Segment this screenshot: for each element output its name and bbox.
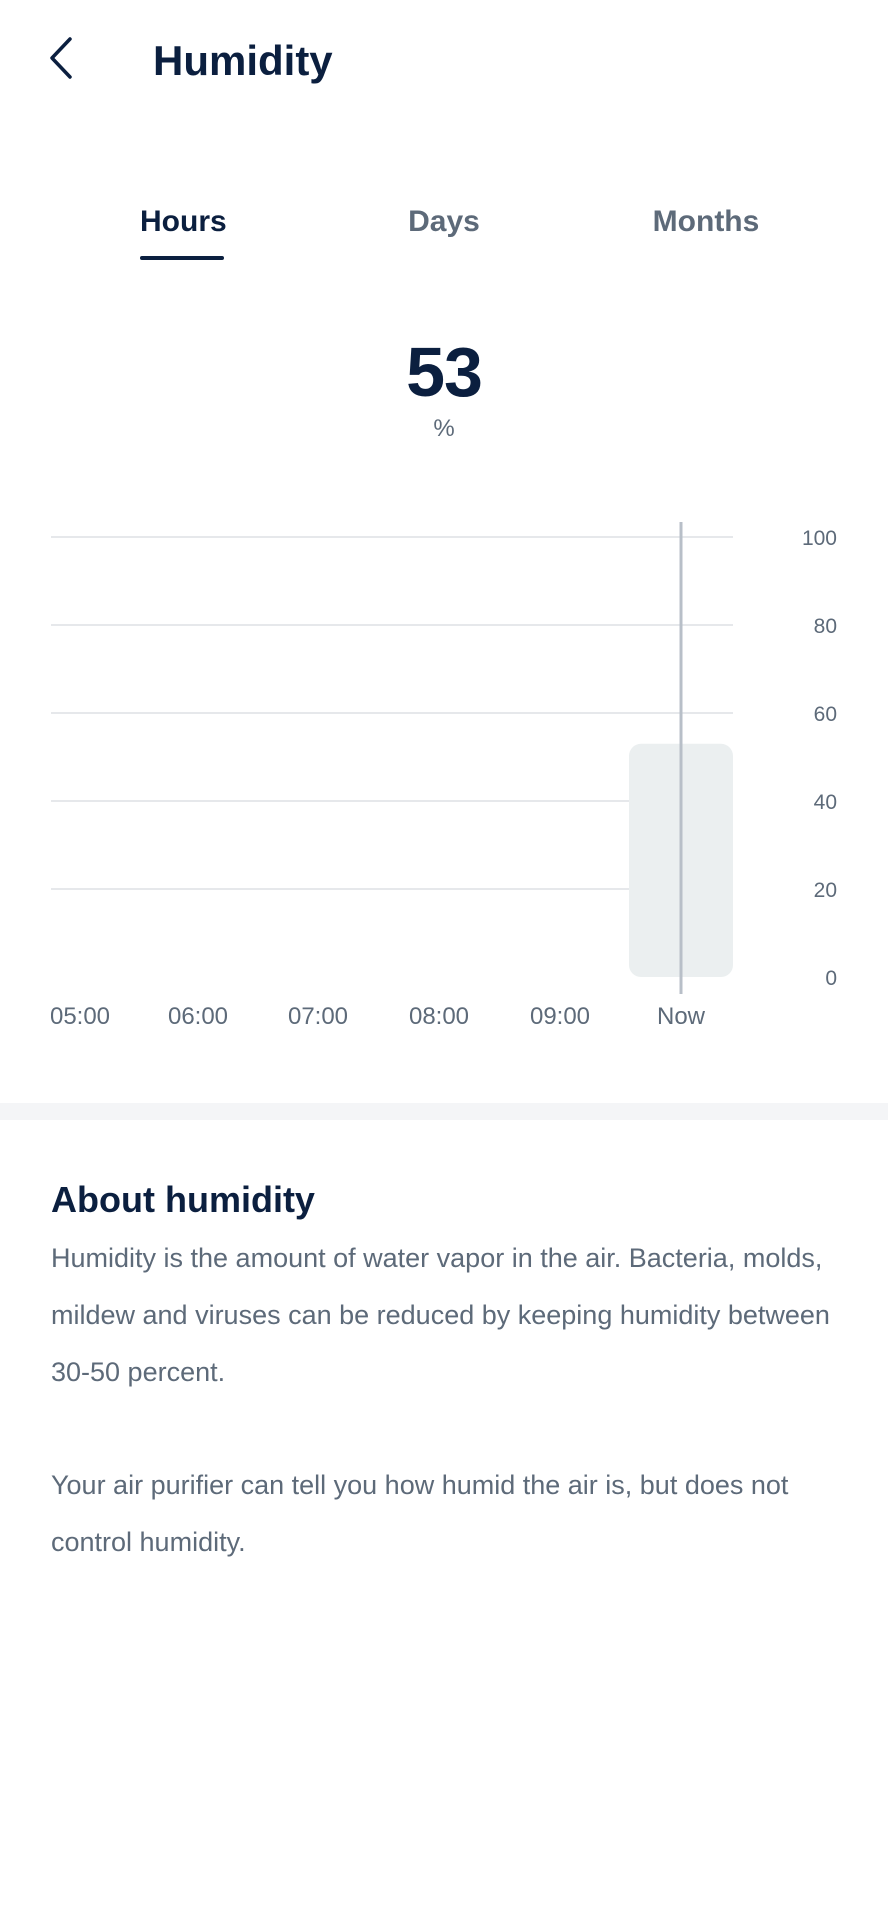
about-title: About humidity bbox=[51, 1179, 315, 1220]
tab-hours[interactable]: Hours bbox=[140, 190, 227, 270]
current-unit: % bbox=[433, 415, 455, 442]
y-tick-label: 40 bbox=[814, 791, 837, 814]
y-tick-label: 80 bbox=[814, 615, 837, 638]
tab-months[interactable]: Months bbox=[650, 190, 762, 270]
tab-label: Hours bbox=[140, 205, 227, 238]
x-tick-label: 08:00 bbox=[409, 1003, 469, 1030]
x-tick-label: 09:00 bbox=[530, 1003, 590, 1030]
x-tick-label: 07:00 bbox=[288, 1003, 348, 1030]
tab-label: Months bbox=[652, 205, 760, 238]
back-button[interactable] bbox=[30, 28, 90, 88]
chart-svg: 0 20 40 60 80 100 05:00 06:00 07:00 08:00 09:00 Now bbox=[50, 522, 837, 1030]
about-paragraph-2: Your air purifier can tell you how humid… bbox=[51, 1470, 789, 1557]
page-title: Humidity bbox=[153, 37, 333, 84]
x-tick-label: 06:00 bbox=[168, 1003, 228, 1030]
humidity-chart[interactable]: 0 20 40 60 80 100 05:00 06:00 07:00 08:00 09:00 Now bbox=[0, 500, 888, 1040]
about-paragraph-1: Humidity is the amount of water vapor in… bbox=[51, 1243, 830, 1387]
section-divider bbox=[0, 1103, 888, 1120]
x-tick-label: Now bbox=[657, 1003, 706, 1030]
active-tab-indicator bbox=[140, 256, 224, 260]
time-range-tabs: Hours Days Months bbox=[0, 190, 888, 280]
y-tick-label: 20 bbox=[814, 879, 837, 902]
tab-days[interactable]: Days bbox=[400, 190, 488, 270]
tab-label: Days bbox=[408, 205, 480, 238]
about-section: About humidity Humidity is the amount of… bbox=[51, 1170, 851, 1571]
y-tick-label: 100 bbox=[802, 527, 837, 550]
y-tick-label: 60 bbox=[814, 703, 837, 726]
app-header: Humidity bbox=[0, 0, 888, 130]
x-tick-label: 05:00 bbox=[50, 1003, 110, 1030]
y-tick-label: 0 bbox=[825, 967, 837, 990]
current-value: 53 bbox=[406, 333, 483, 411]
chevron-left-icon bbox=[50, 37, 72, 79]
current-reading: 53 % bbox=[0, 330, 888, 444]
